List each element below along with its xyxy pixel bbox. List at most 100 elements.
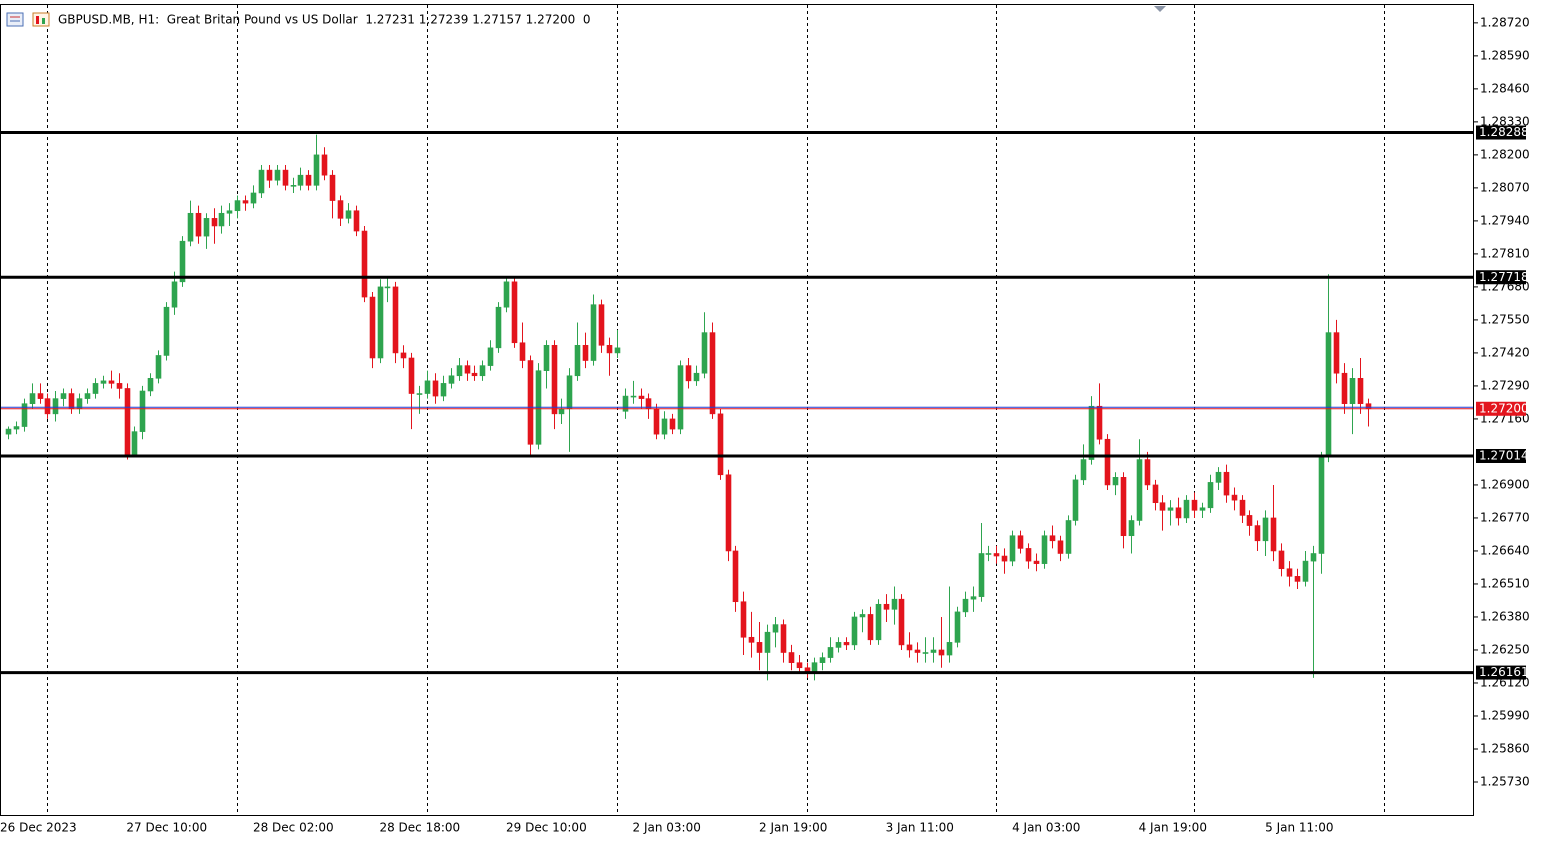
candle-body xyxy=(732,550,739,603)
y-tick-label: 1.26900 xyxy=(1480,477,1530,491)
candle-body xyxy=(29,393,36,404)
level-label-bg xyxy=(1476,665,1526,680)
candle-body xyxy=(1183,499,1190,519)
y-tick-label: 1.28460 xyxy=(1480,81,1530,95)
y-tick-label: 1.25730 xyxy=(1480,774,1530,788)
candle-body xyxy=(1025,548,1032,562)
candle-body xyxy=(448,375,455,384)
chart-header: GBPUSD.MB, H1: Great Britan Pound vs US … xyxy=(58,13,591,27)
candle-body xyxy=(1033,560,1040,564)
candle-body xyxy=(60,393,67,399)
candle-body xyxy=(100,380,107,384)
candle-body xyxy=(709,332,716,415)
candle-body xyxy=(1104,438,1111,486)
candle-body xyxy=(843,642,850,646)
candle-body xyxy=(163,306,170,356)
y-tick-label: 1.28330 xyxy=(1480,114,1530,128)
y-tick-label: 1.28720 xyxy=(1480,15,1530,29)
candle-body xyxy=(416,393,423,395)
candle-body xyxy=(669,418,676,430)
candle-body xyxy=(187,212,194,242)
x-tick-label: 26 Dec 2023 xyxy=(0,821,77,835)
candle-body xyxy=(898,598,905,646)
level-label: 1.28288 xyxy=(1479,125,1529,139)
candle-body xyxy=(155,355,162,379)
candle-body xyxy=(717,413,724,476)
candle-body xyxy=(693,372,700,382)
candle-body xyxy=(1262,517,1269,542)
candle-body xyxy=(519,342,526,361)
candle-body xyxy=(361,230,368,298)
candle-body xyxy=(44,398,51,415)
candle-body xyxy=(748,636,755,643)
candle-body xyxy=(946,642,953,656)
candle-body xyxy=(938,649,945,656)
candle-body xyxy=(1128,520,1135,537)
candle-body xyxy=(1009,535,1016,562)
level-label-bg xyxy=(1476,448,1526,463)
x-tick-label: 2 Jan 19:00 xyxy=(759,821,827,835)
candle-body xyxy=(487,347,494,366)
candle-body xyxy=(930,649,937,653)
candle-body xyxy=(1144,459,1151,486)
candle-body xyxy=(1167,507,1174,511)
icon-bar xyxy=(42,18,45,24)
y-tick-label: 1.26380 xyxy=(1480,609,1530,623)
candle-body xyxy=(242,200,249,204)
candle-body xyxy=(1294,576,1301,582)
y-tick-label: 1.25990 xyxy=(1480,708,1530,722)
candle-body xyxy=(226,210,233,214)
y-tick-label: 1.26640 xyxy=(1480,543,1530,557)
candle-body xyxy=(772,624,779,633)
candle-body xyxy=(551,344,558,415)
candle-body xyxy=(701,332,708,374)
candle-body xyxy=(337,200,344,219)
candle-body xyxy=(780,624,787,653)
candle-body xyxy=(408,357,415,394)
bid-label: 1.27200 xyxy=(1479,401,1529,415)
candle-body xyxy=(234,200,241,212)
candle-body xyxy=(321,154,328,176)
y-tick-label: 1.27940 xyxy=(1480,213,1530,227)
candle-body xyxy=(147,378,154,392)
icon-window[interactable] xyxy=(6,12,24,27)
plot-frame xyxy=(0,4,1474,816)
candle-body xyxy=(978,553,985,597)
level-label: 1.27718 xyxy=(1479,270,1529,284)
candle-body xyxy=(1349,378,1356,404)
candle-body xyxy=(954,611,961,643)
candle-body xyxy=(1207,482,1214,509)
candle-body xyxy=(1278,550,1285,570)
candle-body xyxy=(1365,403,1372,410)
shift-marker[interactable] xyxy=(1154,6,1166,12)
candle-body xyxy=(5,428,12,435)
candle-body xyxy=(131,431,138,455)
candle-body xyxy=(124,388,131,455)
candle-body xyxy=(479,365,486,377)
candle-body xyxy=(37,393,44,399)
candle-body xyxy=(282,169,289,186)
candle-body xyxy=(1286,568,1293,577)
candle-body xyxy=(171,281,178,308)
candle-body xyxy=(875,603,882,641)
candle-body xyxy=(764,631,771,653)
candle-body xyxy=(740,601,747,638)
candle-body xyxy=(84,393,91,399)
candle-body xyxy=(614,347,621,354)
candle-body xyxy=(582,344,589,361)
candle-body xyxy=(68,393,75,410)
candle-body xyxy=(1080,459,1087,481)
candle-body xyxy=(891,598,898,610)
x-tick-label: 5 Jan 11:00 xyxy=(1265,821,1333,835)
candle-body xyxy=(914,649,921,653)
candle-body xyxy=(906,644,913,651)
candle-body xyxy=(685,365,692,382)
icon-chart[interactable] xyxy=(32,12,50,27)
candle-body xyxy=(503,281,510,308)
candle-body xyxy=(1072,479,1079,521)
x-tick-label: 2 Jan 03:00 xyxy=(633,821,701,835)
x-tick-label: 28 Dec 02:00 xyxy=(253,821,334,835)
candle-body xyxy=(1302,560,1309,582)
candle-body xyxy=(622,395,629,412)
